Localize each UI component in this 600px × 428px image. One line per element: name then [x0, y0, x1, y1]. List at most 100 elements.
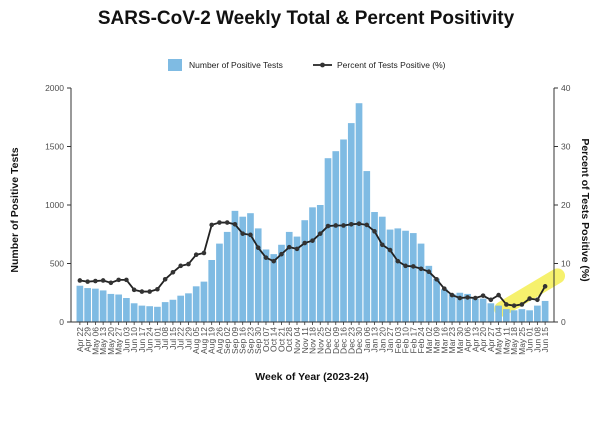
percent-point — [379, 242, 385, 248]
x-tick-label: Sep 09 — [230, 327, 240, 354]
percent-point — [403, 263, 408, 269]
x-tick-label: May 25 — [517, 327, 527, 355]
bar — [394, 228, 402, 322]
bar — [541, 300, 549, 322]
x-tick-label: Aug 12 — [199, 327, 209, 354]
percent-point — [488, 297, 494, 303]
bar — [316, 205, 324, 322]
percent-point — [155, 286, 160, 292]
bar — [534, 305, 541, 322]
bar — [363, 171, 371, 322]
percent-point — [124, 277, 129, 283]
y-left-tick-label: 1500 — [45, 142, 64, 152]
bar — [192, 286, 200, 322]
x-tick-label: Jun 24 — [145, 327, 155, 353]
x-tick-label: Sep 23 — [245, 327, 255, 354]
x-tick-label: Jun 15 — [540, 327, 550, 353]
bar — [285, 231, 293, 322]
x-tick-label: Sep 16 — [238, 327, 248, 354]
x-tick-label: Jun 01 — [525, 327, 535, 353]
x-tick-label: Dec 16 — [339, 327, 349, 354]
x-tick-label: Dec 02 — [323, 327, 333, 354]
bar — [161, 302, 169, 322]
bar — [495, 305, 502, 322]
x-tick-label: Jun 17 — [137, 327, 147, 353]
bar — [200, 281, 208, 322]
y-left-tick-label: 2000 — [45, 83, 64, 93]
x-tick-label: May 27 — [114, 327, 124, 355]
percent-point — [356, 221, 362, 227]
percent-point — [232, 222, 238, 227]
percent-point — [442, 286, 447, 291]
bar — [76, 285, 84, 322]
bar — [371, 212, 378, 322]
x-tick-label: Sep 02 — [222, 327, 232, 354]
x-tick-label: Jul 08 — [160, 327, 170, 350]
bar — [254, 228, 262, 322]
percent-point — [449, 292, 455, 298]
x-tick-label: May 06 — [90, 327, 100, 355]
bar — [185, 293, 192, 322]
bar — [456, 292, 464, 322]
bar — [138, 305, 146, 322]
x-tick-label: Dec 23 — [346, 327, 356, 354]
percent-point — [364, 222, 370, 228]
x-tick-label: Mar 23 — [447, 327, 457, 354]
bar — [99, 290, 107, 322]
bar — [464, 293, 471, 322]
x-tick-label: May 18 — [509, 327, 519, 355]
percent-point — [248, 232, 253, 238]
x-tick-label: Jul 01 — [152, 327, 162, 350]
bar — [402, 230, 409, 322]
percent-point — [535, 297, 540, 303]
x-tick-label: May 20 — [106, 327, 116, 355]
x-tick-label: Mar 09 — [432, 327, 442, 354]
percent-point — [341, 223, 346, 228]
bar — [324, 158, 332, 322]
x-tick-label: May 13 — [98, 327, 108, 355]
percent-point — [263, 255, 269, 260]
x-tick-label: Apr 29 — [83, 327, 93, 352]
x-tick-label: Jun 08 — [532, 327, 542, 353]
bar — [332, 151, 340, 322]
percent-point — [240, 231, 246, 236]
bar — [503, 309, 510, 322]
bar — [107, 293, 115, 322]
bar — [340, 139, 347, 322]
bar — [378, 216, 386, 322]
x-tick-label: Nov 18 — [308, 327, 318, 354]
x-tick-label: Oct 28 — [284, 327, 294, 352]
y-right-tick-label: 0 — [561, 317, 566, 327]
bar — [472, 298, 479, 322]
percent-point — [217, 220, 222, 225]
line-series — [77, 220, 548, 308]
x-tick-label: Mar 16 — [439, 327, 449, 354]
percent-point — [186, 261, 191, 267]
chart-title: SARS-CoV-2 Weekly Total & Percent Positi… — [98, 8, 515, 29]
bar — [208, 259, 216, 322]
percent-point — [480, 293, 486, 298]
percent-point — [271, 258, 277, 264]
percent-point — [527, 296, 532, 301]
x-tick-label: Apr 22 — [75, 327, 85, 352]
y-left-tick-label: 500 — [50, 259, 64, 269]
x-tick-label: Feb 10 — [401, 327, 411, 354]
bar — [409, 233, 417, 322]
x-tick-label: Nov 04 — [292, 327, 302, 354]
percent-point — [178, 263, 183, 269]
x-tick-label: Nov 25 — [315, 327, 325, 354]
bar — [355, 103, 363, 323]
bar — [177, 295, 185, 322]
percent-point — [302, 240, 308, 246]
bar — [84, 288, 91, 322]
percent-point — [434, 276, 439, 282]
bar — [425, 265, 433, 322]
percent-point — [85, 279, 90, 284]
percent-point — [131, 287, 137, 293]
bar — [115, 294, 122, 322]
percent-point — [193, 252, 199, 258]
y-right-tick-label: 20 — [561, 200, 571, 210]
bar — [231, 210, 239, 322]
x-tick-label: Jun 03 — [121, 327, 131, 353]
percent-point — [317, 231, 323, 236]
